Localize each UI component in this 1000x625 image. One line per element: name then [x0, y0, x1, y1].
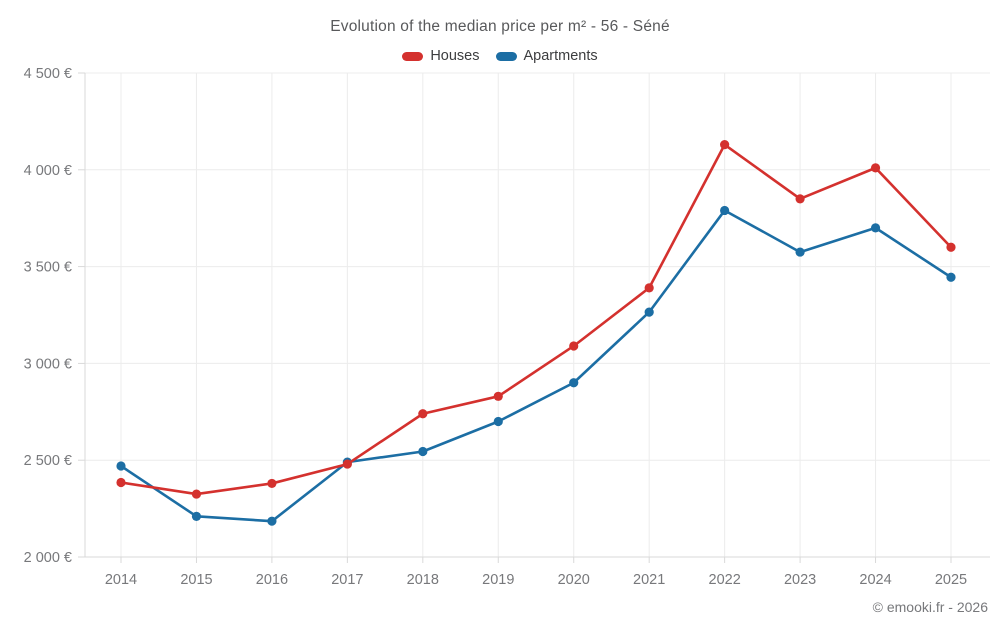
x-tick-label: 2022: [709, 572, 741, 588]
apartments-data-point[interactable]: [720, 205, 730, 216]
houses-data-point[interactable]: [418, 409, 428, 419]
houses-data-point[interactable]: [870, 163, 881, 173]
copyright-credit: © emooki.fr - 2026: [872, 599, 988, 615]
x-tick-label: 2016: [256, 572, 288, 588]
chart-legend: Houses Apartments: [0, 48, 1000, 64]
houses-legend-swatch-icon: [402, 51, 424, 61]
apartments-data-point[interactable]: [569, 378, 579, 388]
y-tick-label: 2 500 €: [24, 453, 72, 469]
houses-data-point[interactable]: [191, 489, 202, 499]
x-tick-label: 2023: [784, 572, 816, 588]
y-tick-label: 4 000 €: [24, 163, 72, 179]
apartments-data-point[interactable]: [870, 223, 881, 233]
legend-item-apartments[interactable]: Apartments: [495, 48, 598, 64]
y-tick-label: 3 500 €: [24, 260, 72, 276]
houses-data-point[interactable]: [569, 341, 579, 351]
houses-data-point[interactable]: [267, 478, 277, 489]
x-tick-label: 2015: [180, 572, 212, 588]
x-tick-label: 2024: [859, 572, 891, 588]
x-tick-label: 2025: [935, 572, 967, 588]
y-tick-label: 4 500 €: [24, 66, 72, 82]
y-tick-label: 3 000 €: [24, 356, 72, 372]
y-tick-label: 2 000 €: [24, 550, 72, 566]
houses-data-point[interactable]: [795, 194, 805, 204]
houses-data-point[interactable]: [116, 477, 126, 488]
apartments-legend-swatch-icon: [495, 51, 517, 61]
legend-item-houses[interactable]: Houses: [402, 48, 480, 64]
houses-line: [119, 143, 953, 496]
x-tick-label: 2020: [558, 572, 590, 588]
houses-data-point[interactable]: [644, 283, 654, 293]
apartments-data-point[interactable]: [267, 516, 277, 526]
houses-data-point[interactable]: [946, 242, 956, 252]
apartments-data-point[interactable]: [418, 446, 428, 457]
apartments-data-point[interactable]: [795, 247, 805, 257]
houses-data-point[interactable]: [720, 140, 730, 150]
x-tick-label: 2018: [407, 572, 439, 588]
legend-label-apartments: Apartments: [523, 48, 598, 64]
apartments-data-point[interactable]: [644, 307, 654, 317]
x-tick-label: 2019: [482, 572, 514, 588]
houses-data-point[interactable]: [342, 459, 352, 469]
x-tick-label: 2014: [105, 572, 137, 588]
apartments-data-point[interactable]: [946, 272, 956, 282]
apartments-line: [119, 209, 953, 523]
apartments-data-point[interactable]: [191, 511, 202, 521]
apartments-data-point[interactable]: [116, 461, 126, 471]
x-tick-label: 2017: [331, 572, 363, 588]
x-tick-label: 2021: [633, 572, 665, 588]
legend-label-houses: Houses: [430, 48, 480, 64]
chart-title: Evolution of the median price per m² - 5…: [330, 18, 670, 35]
houses-data-point[interactable]: [493, 391, 503, 401]
apartments-data-point[interactable]: [493, 416, 503, 427]
